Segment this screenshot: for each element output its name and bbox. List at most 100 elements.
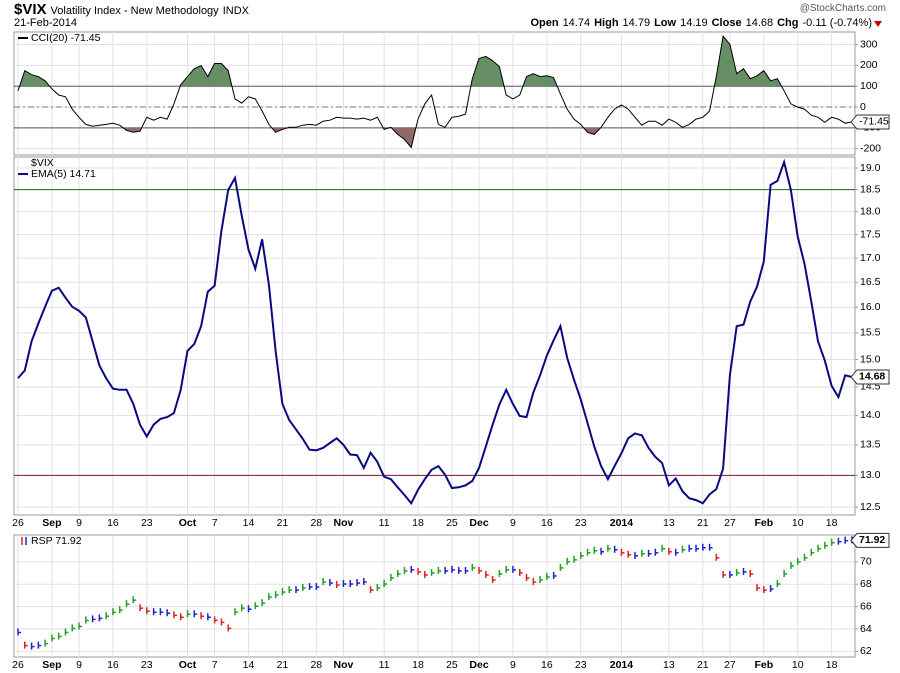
price-bar (302, 584, 306, 592)
price-bar (546, 572, 550, 580)
quote-value: 14.68 (745, 17, 774, 29)
price-bar (308, 583, 313, 591)
price-bar (105, 612, 110, 620)
price-bar (390, 573, 394, 581)
price-bar (464, 566, 469, 574)
x-tick-label: 25 (446, 517, 458, 529)
price-bar (356, 579, 361, 587)
x-tick-label: 26 (12, 659, 24, 671)
header: $VIX Volatility Index - New Methodology … (14, 0, 886, 30)
price-bar (207, 613, 211, 621)
x-tick-label: 27 (724, 659, 736, 671)
x-tick-label: Sep (42, 517, 61, 529)
x-tick-label: 9 (76, 659, 82, 671)
x-tick-label: 21 (697, 517, 709, 529)
x-tick-label: 18 (412, 659, 424, 671)
price-bar (586, 548, 591, 556)
y-tick-label: 17.0 (860, 252, 881, 264)
price-bar (634, 551, 638, 559)
x-tick-label: 2014 (610, 659, 634, 671)
y-tick-label: 0 (860, 101, 866, 113)
price-bar (681, 545, 686, 553)
price-bar (837, 537, 842, 545)
y-tick-label: 18.5 (860, 183, 881, 195)
price-bar (139, 604, 144, 612)
price-bar (173, 611, 177, 619)
price-bar (315, 583, 320, 591)
price-bar (539, 575, 544, 583)
price-bar (363, 578, 367, 586)
x-tick-label: 9 (510, 659, 516, 671)
price-bar (451, 565, 455, 573)
price-bar (457, 566, 462, 574)
y-tick-label: 100 (860, 80, 878, 92)
price-bar (485, 570, 489, 578)
x-tick-label: 2014 (610, 517, 634, 529)
y-tick-label: 12.5 (860, 501, 881, 513)
price-bar (424, 570, 428, 578)
price-bar (369, 586, 374, 594)
price-bar (51, 634, 55, 642)
price-bar (44, 639, 49, 647)
price-bar (437, 566, 442, 574)
price-bar (756, 584, 761, 592)
x-tick-label: 16 (541, 659, 553, 671)
price-bar (763, 586, 767, 594)
y-tick-label: 16.0 (860, 301, 881, 313)
price-bar (342, 580, 347, 588)
price-bar (403, 566, 408, 574)
series-line (17, 158, 853, 506)
price-bar (240, 604, 245, 612)
price-bar (57, 632, 62, 640)
price-bar (512, 565, 516, 573)
price-bar (288, 586, 293, 594)
price-bar (715, 553, 720, 561)
x-tick-label: 26 (12, 517, 24, 529)
price-bar (17, 628, 22, 636)
y-tick-label: 19.0 (860, 162, 881, 174)
y-tick-label: 64 (860, 623, 872, 635)
quote: Open 14.74 High 14.79 Low 14.19 Close 14.68 Chg -… (530, 17, 872, 29)
price-bar (579, 551, 584, 559)
price-bar (749, 569, 754, 577)
price-bar (376, 584, 381, 592)
price-bar (742, 567, 747, 575)
price-bar (186, 610, 191, 618)
price-bar (78, 622, 83, 630)
price-bar (146, 607, 150, 615)
x-tick-label: Nov (334, 659, 354, 671)
price-bar (607, 544, 611, 552)
price-bar (430, 568, 435, 576)
x-tick-label: 21 (277, 659, 289, 671)
x-tick-label: 18 (826, 517, 838, 529)
price-bar (525, 573, 530, 581)
quote-label: Low (654, 17, 677, 29)
price-bar (247, 605, 252, 613)
x-tick-label: 21 (697, 659, 709, 671)
price-bar (566, 557, 571, 565)
price-bar (498, 569, 503, 577)
price-bar (478, 566, 483, 574)
y-tick-label: 13.0 (860, 469, 881, 481)
value-tag (850, 532, 890, 548)
price-bar (471, 563, 476, 571)
price-bar (695, 544, 700, 552)
x-tick-label: 9 (76, 517, 82, 529)
price-bar (329, 579, 333, 587)
down-arrow (874, 21, 882, 27)
price-bar (491, 575, 496, 583)
price-bar (213, 616, 218, 624)
x-tick-label: Nov (334, 517, 354, 529)
value-tag (850, 369, 890, 385)
series-line (17, 35, 853, 149)
panel-frame (13, 31, 856, 156)
legend-title: $VIX (31, 157, 54, 169)
price-bar (654, 548, 659, 556)
price-bar (796, 557, 801, 565)
x-tick-label: 13 (663, 659, 675, 671)
value-tag-label: -71.45 (859, 116, 889, 128)
x-tick-label: 23 (575, 517, 587, 529)
exchange: INDX (222, 5, 249, 17)
x-tick-label: 7 (212, 659, 218, 671)
